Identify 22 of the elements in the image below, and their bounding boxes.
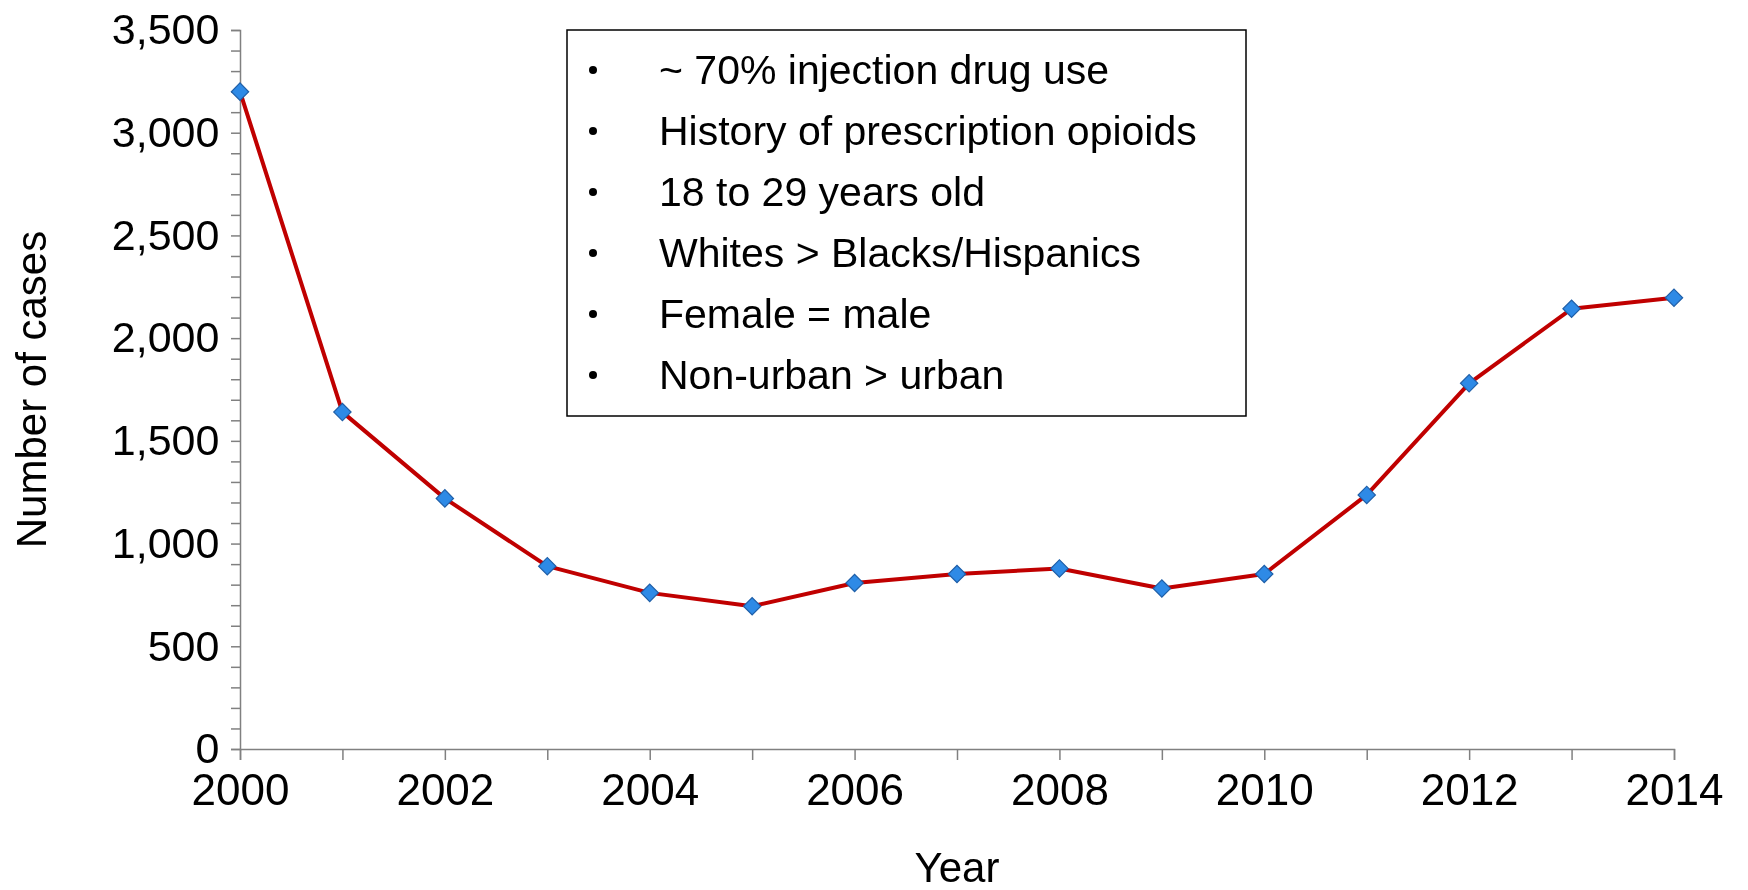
annotation: ~ 70% injection drug use — [659, 47, 1110, 94]
y-tick-label: 2,500 — [111, 210, 220, 259]
annotation: History of prescription opioids — [659, 108, 1197, 155]
y-tick-label: 3,500 — [111, 5, 220, 54]
y-tick-label: 500 — [147, 621, 220, 670]
x-tick-label: 2004 — [601, 764, 700, 814]
x-axis-title: Year — [914, 844, 1000, 890]
annotation: Non-urban > urban — [659, 352, 1005, 399]
x-tick-label: 2012 — [1420, 764, 1519, 814]
x-tick-label: 2008 — [1010, 764, 1109, 814]
y-axis-title: Number of cases — [8, 230, 55, 549]
annotation: Female = male — [659, 291, 932, 338]
y-tick-label: 2,000 — [111, 313, 220, 362]
y-tick-label: 1,000 — [111, 518, 220, 567]
annotation: 18 to 29 years old — [659, 169, 985, 216]
x-tick-label: 2006 — [806, 764, 905, 814]
annotation: Whites > Blacks/Hispanics — [659, 230, 1141, 277]
x-tick-label: 2002 — [396, 764, 495, 814]
x-tick-label: 2010 — [1215, 764, 1314, 814]
x-tick-label: 2014 — [1625, 764, 1724, 814]
y-tick-label: 3,000 — [111, 107, 220, 156]
y-tick-label: 1,500 — [111, 416, 220, 465]
